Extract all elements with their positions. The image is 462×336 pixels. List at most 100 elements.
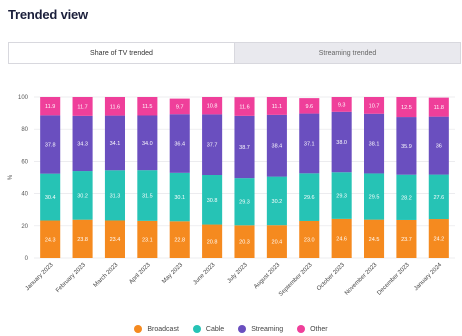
legend-swatch-other bbox=[297, 325, 306, 333]
bar-segment-other bbox=[137, 97, 158, 116]
bar-segment-other bbox=[331, 97, 352, 112]
chart-legend: Broadcast Cable Streaming Other bbox=[0, 323, 462, 335]
data-label-broadcast: 23.7 bbox=[401, 237, 412, 243]
bar-segment-broadcast bbox=[104, 220, 126, 258]
data-label-streaming: 34.1 bbox=[110, 141, 121, 147]
bar-segment-other bbox=[396, 97, 417, 118]
data-label-broadcast: 20.4 bbox=[272, 240, 283, 246]
data-label-other: 9.7 bbox=[176, 104, 184, 110]
x-tick-label: January 2024 bbox=[413, 262, 443, 292]
bar-segment-cable bbox=[104, 170, 126, 221]
data-label-streaming: 37.8 bbox=[45, 142, 56, 148]
legend-item-cable[interactable]: Cable bbox=[192, 325, 224, 333]
bar-segment-other bbox=[202, 97, 223, 115]
bar-segment-broadcast bbox=[331, 218, 352, 258]
x-tick-label: October 2023 bbox=[316, 262, 346, 292]
data-label-broadcast: 23.8 bbox=[77, 237, 88, 243]
bar-segment-broadcast bbox=[396, 219, 417, 258]
data-label-other: 12.5 bbox=[401, 105, 412, 111]
page-title: Trended view bbox=[8, 7, 88, 22]
bar-segment-broadcast bbox=[428, 219, 449, 258]
data-label-cable: 29.6 bbox=[304, 195, 315, 201]
bar-segment-broadcast bbox=[266, 225, 287, 258]
data-label-cable: 29.3 bbox=[239, 200, 250, 206]
stacked-bar-chart: 0 20 40 60 80 100% 24.3 30.4 37.8 11.9 January 202… bbox=[8, 95, 455, 298]
bar-segment-broadcast bbox=[202, 224, 223, 258]
bar-segment-other bbox=[104, 97, 126, 116]
data-label-cable: 29.5 bbox=[369, 195, 380, 201]
bar-segment-streaming bbox=[234, 115, 255, 179]
bar-segment-streaming bbox=[72, 115, 93, 172]
x-tick-label: April 2023 bbox=[128, 262, 152, 286]
x-tick-label: August 2023 bbox=[253, 262, 282, 291]
data-label-cable: 30.2 bbox=[272, 199, 283, 205]
bar-segment-broadcast bbox=[137, 220, 158, 258]
data-label-streaming: 36 bbox=[436, 144, 442, 150]
data-label-cable: 28.2 bbox=[401, 195, 412, 201]
bar-segment-cable bbox=[202, 175, 223, 225]
bar-segment-other bbox=[363, 97, 385, 114]
legend-label-broadcast: Broadcast bbox=[147, 325, 179, 333]
data-label-other: 10.7 bbox=[369, 103, 380, 109]
data-label-broadcast: 23.1 bbox=[142, 237, 153, 243]
data-label-other: 9.3 bbox=[338, 102, 346, 108]
legend-swatch-cable bbox=[192, 325, 201, 333]
y-tick-label: 40 bbox=[21, 192, 28, 198]
data-label-streaming: 38.1 bbox=[369, 142, 380, 148]
data-label-streaming: 34.3 bbox=[77, 141, 88, 147]
legend-item-broadcast[interactable]: Broadcast bbox=[134, 325, 179, 333]
data-label-streaming: 37.1 bbox=[304, 141, 315, 147]
bar-segment-other bbox=[428, 97, 449, 117]
bar-segment-broadcast bbox=[299, 220, 320, 258]
x-tick-label: December 2023 bbox=[376, 262, 411, 297]
data-label-streaming: 36.4 bbox=[174, 142, 185, 148]
data-label-other: 10.8 bbox=[207, 104, 218, 110]
bar-segment-streaming bbox=[40, 115, 61, 174]
bar-segment-streaming bbox=[202, 114, 223, 176]
bar-segment-broadcast bbox=[40, 220, 61, 258]
bar-segment-streaming bbox=[396, 117, 417, 175]
legend-swatch-broadcast bbox=[134, 325, 143, 333]
data-label-other: 11.6 bbox=[239, 104, 249, 110]
data-label-cable: 31.5 bbox=[142, 194, 153, 200]
tab-streaming-trended[interactable]: Streaming trended bbox=[234, 43, 460, 63]
bar-segment-cable bbox=[266, 176, 287, 226]
data-label-broadcast: 24.3 bbox=[45, 237, 56, 243]
data-label-other: 11.7 bbox=[77, 104, 87, 110]
legend-item-other[interactable]: Other bbox=[297, 325, 328, 333]
legend-item-streaming[interactable]: Streaming bbox=[238, 325, 283, 333]
data-label-broadcast: 24.2 bbox=[433, 237, 444, 243]
legend-label-other: Other bbox=[310, 325, 328, 333]
bar-segment-other bbox=[266, 97, 287, 115]
bar-segment-other bbox=[169, 98, 190, 115]
bar-segment-broadcast bbox=[363, 219, 385, 258]
bar-segment-streaming bbox=[428, 116, 449, 175]
data-label-cable: 29.3 bbox=[336, 194, 347, 200]
bar-segment-cable bbox=[299, 173, 320, 221]
data-label-broadcast: 23.0 bbox=[304, 237, 315, 243]
data-label-streaming: 34.0 bbox=[142, 141, 153, 147]
data-label-cable: 30.4 bbox=[45, 195, 56, 201]
bar-segment-cable bbox=[40, 173, 61, 221]
data-label-other: 11.9 bbox=[45, 104, 55, 110]
y-tick-label: 60 bbox=[21, 159, 28, 165]
bar-segment-other bbox=[234, 97, 255, 116]
x-tick-label: March 2023 bbox=[93, 262, 120, 289]
data-label-broadcast: 23.4 bbox=[110, 237, 121, 243]
bar-segment-broadcast bbox=[234, 225, 255, 258]
x-tick-label: November 2023 bbox=[344, 262, 379, 297]
bar-segment-streaming bbox=[169, 114, 190, 173]
data-label-streaming: 38.0 bbox=[336, 140, 347, 146]
x-tick-label: July 2023 bbox=[227, 262, 250, 285]
bar-segment-streaming bbox=[331, 111, 352, 173]
data-label-broadcast: 24.5 bbox=[369, 237, 380, 243]
data-label-cable: 31.3 bbox=[110, 193, 121, 199]
bar-segment-cable bbox=[72, 171, 93, 220]
bar-segment-streaming bbox=[266, 114, 287, 177]
tab-share-of-tv-trended[interactable]: Share of TV trended bbox=[9, 43, 234, 63]
bar-segment-cable bbox=[363, 173, 385, 220]
data-label-streaming: 38.4 bbox=[272, 144, 283, 150]
bar-segment-broadcast bbox=[169, 221, 190, 258]
data-label-streaming: 38.7 bbox=[239, 145, 250, 151]
bar-segment-streaming bbox=[104, 115, 126, 171]
